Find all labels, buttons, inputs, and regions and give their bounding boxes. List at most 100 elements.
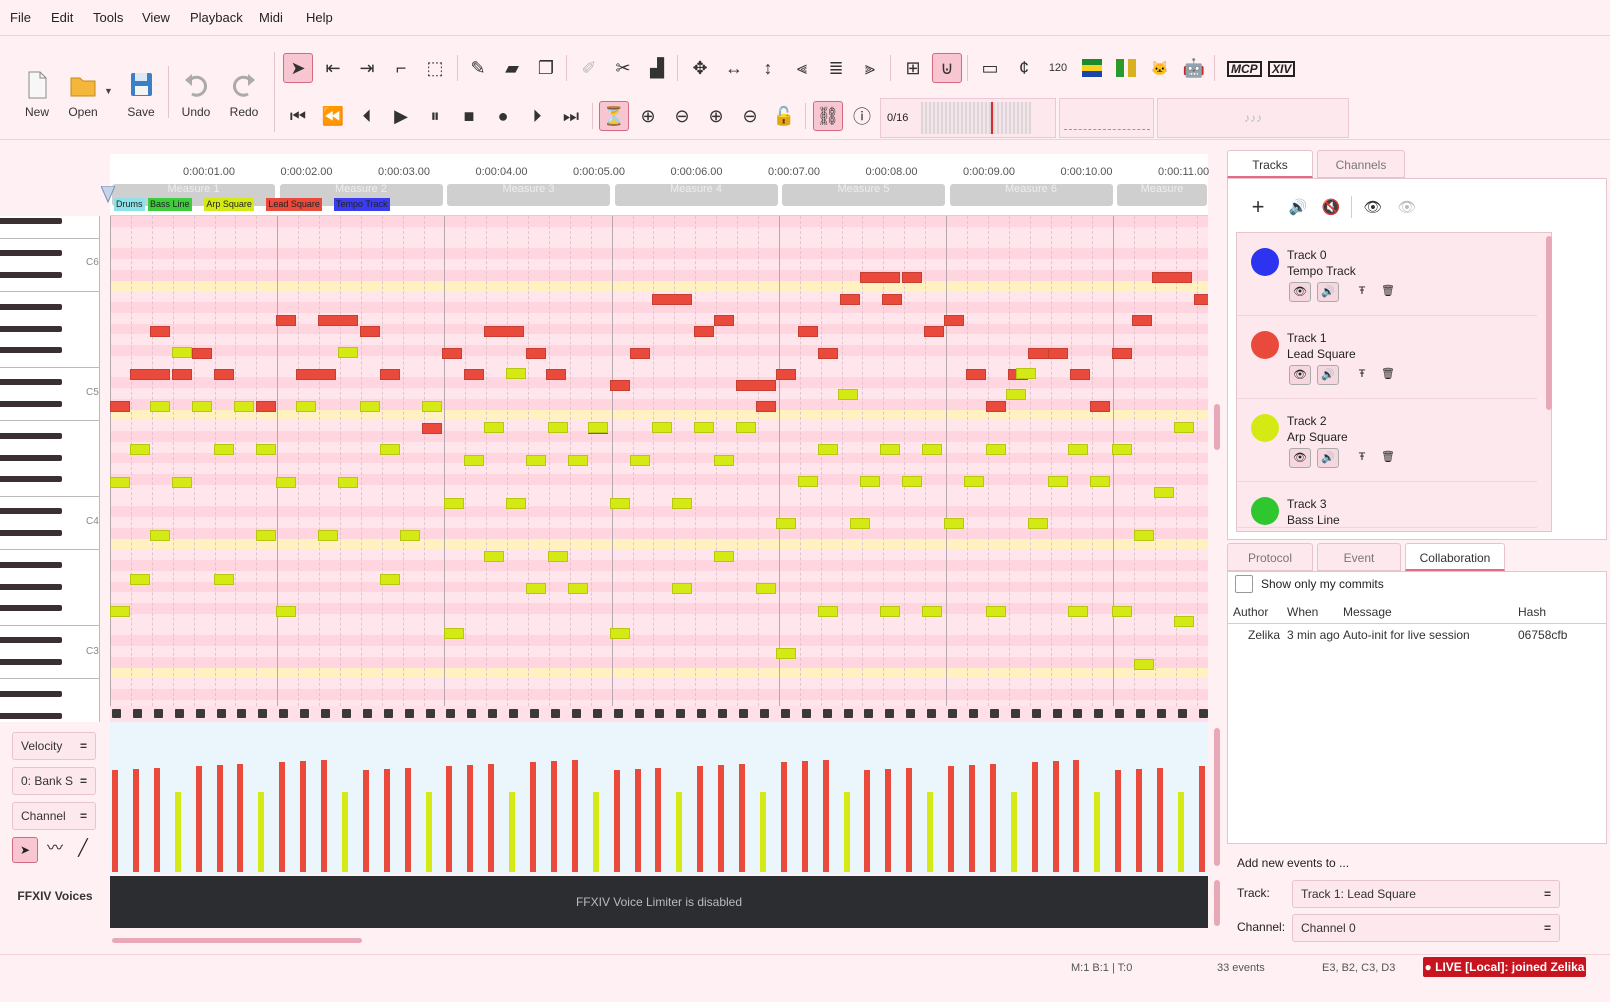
metronome-icon[interactable]: ⏳ <box>599 101 629 131</box>
cent-icon[interactable]: ¢ <box>1018 57 1029 78</box>
track-item[interactable]: Track 3 Bass Line <box>1237 485 1537 528</box>
drum-hit[interactable] <box>467 709 477 718</box>
track-list-scrollbar[interactable] <box>1546 236 1552 410</box>
arp-note[interactable] <box>172 477 192 488</box>
show-tracks-icon[interactable]: 👁 <box>1363 199 1383 216</box>
lead-note[interactable] <box>442 348 462 359</box>
drum-hit[interactable] <box>1198 709 1208 718</box>
lead-note[interactable] <box>1048 348 1068 359</box>
column-message[interactable]: Message <box>1343 605 1392 619</box>
lead-note[interactable] <box>694 326 714 337</box>
black-key[interactable] <box>0 508 62 515</box>
velocity-bar[interactable] <box>697 766 704 872</box>
lead-note[interactable] <box>756 401 776 412</box>
arp-note[interactable] <box>506 498 526 509</box>
transpose-icon[interactable]: ▭ <box>981 57 999 78</box>
arp-note[interactable] <box>1090 476 1110 487</box>
velocity-bar[interactable] <box>195 766 202 872</box>
velocity-bar[interactable] <box>530 762 536 872</box>
track-rename-icon[interactable]: Ŧ <box>1358 285 1366 297</box>
drum-hit[interactable] <box>801 709 811 718</box>
velocity-bar[interactable] <box>509 792 516 872</box>
velocity-bar[interactable] <box>1073 760 1080 872</box>
menu-edit[interactable]: Edit <box>51 10 74 25</box>
drum-hit[interactable] <box>759 709 769 718</box>
track-color-swatch[interactable] <box>1251 331 1279 359</box>
track-color-swatch[interactable] <box>1251 497 1279 525</box>
black-key[interactable] <box>0 433 62 439</box>
arp-note[interactable] <box>506 368 526 379</box>
lead-note[interactable] <box>610 380 630 391</box>
black-key[interactable] <box>0 250 62 257</box>
measure-marker[interactable]: Measure 4 <box>614 184 778 206</box>
arp-note[interactable] <box>880 444 900 455</box>
velocity-bar[interactable] <box>718 765 725 872</box>
lead-note[interactable] <box>1112 348 1132 359</box>
black-key[interactable] <box>0 712 62 719</box>
drum-hit[interactable] <box>404 709 414 718</box>
black-key[interactable] <box>0 325 62 332</box>
arp-note[interactable] <box>922 444 942 455</box>
velocity-bar[interactable] <box>780 762 787 872</box>
lead-note[interactable] <box>986 401 1006 412</box>
pause-icon[interactable]: ⏸ <box>430 105 440 126</box>
velocity-bar[interactable] <box>592 792 599 872</box>
velocity-bar[interactable] <box>1157 768 1163 872</box>
velocity-bar[interactable] <box>216 765 223 872</box>
arp-note[interactable] <box>444 498 464 509</box>
arp-note[interactable] <box>276 477 296 488</box>
arp-note[interactable] <box>1134 659 1154 670</box>
drum-hit[interactable] <box>885 709 895 718</box>
mute-all-tracks-icon[interactable]: 🔇 <box>1321 199 1341 216</box>
show-only-mine-checkbox[interactable] <box>1235 575 1253 593</box>
track-rename-icon[interactable]: Ŧ <box>1358 368 1366 380</box>
arp-note[interactable] <box>860 476 880 487</box>
arp-note[interactable] <box>234 401 254 412</box>
select-left-icon[interactable]: ⇤ <box>325 57 341 78</box>
lead-note[interactable] <box>150 326 170 337</box>
track-visibility-icon[interactable]: 👁 <box>1289 448 1311 468</box>
channel-select-right[interactable]: Channel 0 = <box>1292 914 1560 942</box>
back-measure-icon[interactable]: ⏪ <box>321 105 345 126</box>
magnet-icon[interactable]: ⊍ <box>932 53 962 83</box>
arp-note[interactable] <box>548 422 568 433</box>
vertical-scrollbar[interactable] <box>1214 404 1220 450</box>
arp-note[interactable] <box>256 444 276 455</box>
show-all-tracks-icon[interactable]: 🔊 <box>1288 199 1308 216</box>
black-key[interactable] <box>0 379 62 386</box>
scissors-icon[interactable]: ✂ <box>615 57 631 78</box>
drum-hit[interactable] <box>676 709 686 718</box>
arp-note[interactable] <box>1068 444 1088 455</box>
lead-note[interactable] <box>840 294 860 305</box>
track-delete-icon[interactable]: 🗑 <box>1381 451 1395 463</box>
arp-note[interactable] <box>1028 518 1048 529</box>
arp-note[interactable] <box>964 476 984 487</box>
black-key[interactable] <box>0 218 62 224</box>
piano-keyboard[interactable]: C6 C5 C4 C3 <box>0 216 100 722</box>
black-key[interactable] <box>0 400 62 407</box>
lead-note[interactable] <box>1132 315 1152 326</box>
velocity-bar[interactable] <box>885 769 892 872</box>
menu-file[interactable]: File <box>10 10 31 25</box>
arp-note[interactable] <box>944 518 964 529</box>
drum-hit[interactable] <box>613 709 623 718</box>
drum-hit[interactable] <box>968 709 978 718</box>
velocity-bar[interactable] <box>676 792 683 872</box>
arp-note[interactable] <box>318 530 338 541</box>
lead-note[interactable] <box>546 369 566 380</box>
lead-note[interactable] <box>526 348 546 359</box>
lead-note[interactable] <box>1194 294 1208 305</box>
arp-note[interactable] <box>422 401 442 412</box>
velocity-bar[interactable] <box>488 764 495 872</box>
measure-marker[interactable]: Measure 3 <box>447 184 610 206</box>
drum-hit[interactable] <box>425 709 435 718</box>
drum-hit[interactable] <box>550 709 560 718</box>
arp-note[interactable] <box>1016 368 1036 379</box>
drum-hit[interactable] <box>1157 709 1166 718</box>
lead-note[interactable] <box>110 401 130 412</box>
arp-note[interactable] <box>818 444 838 455</box>
track-mute-icon[interactable]: 🔊 <box>1317 365 1339 385</box>
velocity-bar[interactable] <box>112 770 118 872</box>
arp-note[interactable] <box>484 422 504 433</box>
drum-hit[interactable] <box>1136 709 1146 718</box>
